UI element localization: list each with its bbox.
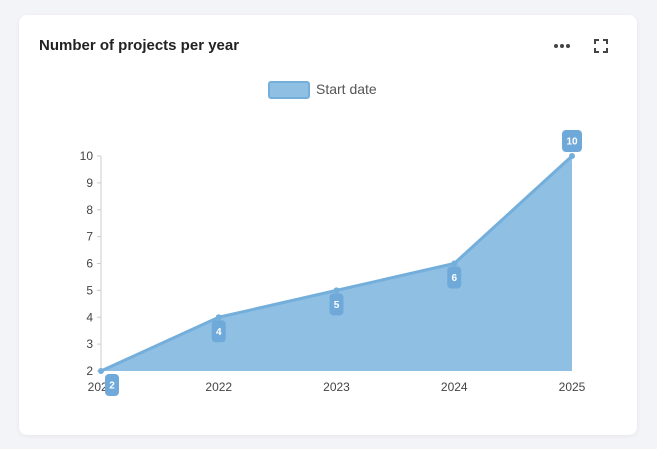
card-title: Number of projects per year <box>39 37 240 54</box>
more-options-button[interactable] <box>551 35 573 57</box>
data-label-badge <box>211 320 226 343</box>
x-tick-label: 2022 <box>205 380 232 394</box>
y-tick-label: 9 <box>86 176 93 190</box>
x-tick-label: 2025 <box>559 380 586 394</box>
data-label-badge <box>562 130 582 152</box>
fullscreen-button[interactable] <box>590 35 612 57</box>
data-label: 4 <box>216 327 222 338</box>
more-horizontal-icon <box>554 44 570 48</box>
y-tick-label: 2 <box>86 364 93 378</box>
legend-label: Start date <box>316 81 377 97</box>
expand-icon <box>594 39 608 53</box>
data-label: 10 <box>566 137 578 148</box>
data-point[interactable] <box>451 260 458 267</box>
y-tick-label: 3 <box>86 337 93 351</box>
chart-card: Number of projects per year Start date 2… <box>19 15 637 435</box>
y-tick-label: 10 <box>80 149 94 163</box>
data-point[interactable] <box>215 314 222 321</box>
legend-swatch <box>268 81 310 99</box>
data-label-badge <box>447 266 462 289</box>
legend[interactable]: Start date <box>268 81 377 99</box>
y-tick-label: 8 <box>86 203 93 217</box>
data-label: 5 <box>334 300 340 311</box>
data-point[interactable] <box>569 153 575 159</box>
y-tick-label: 4 <box>86 310 93 324</box>
y-tick-label: 6 <box>86 257 93 271</box>
data-point[interactable] <box>98 368 104 374</box>
chart-area: Start date 2 3 4 5 6 7 8 9 10 2021 2022 2023 2024 202… <box>19 15 637 435</box>
data-label: 6 <box>451 273 457 284</box>
x-tick-label: 2024 <box>441 380 468 394</box>
y-tick-label: 7 <box>86 230 93 244</box>
data-label: 2 <box>109 381 115 392</box>
data-label-badge <box>105 374 119 396</box>
data-point[interactable] <box>333 287 340 294</box>
x-tick-label: 2023 <box>323 380 350 394</box>
y-tick-label: 5 <box>86 283 93 297</box>
data-label-badge <box>329 293 344 316</box>
